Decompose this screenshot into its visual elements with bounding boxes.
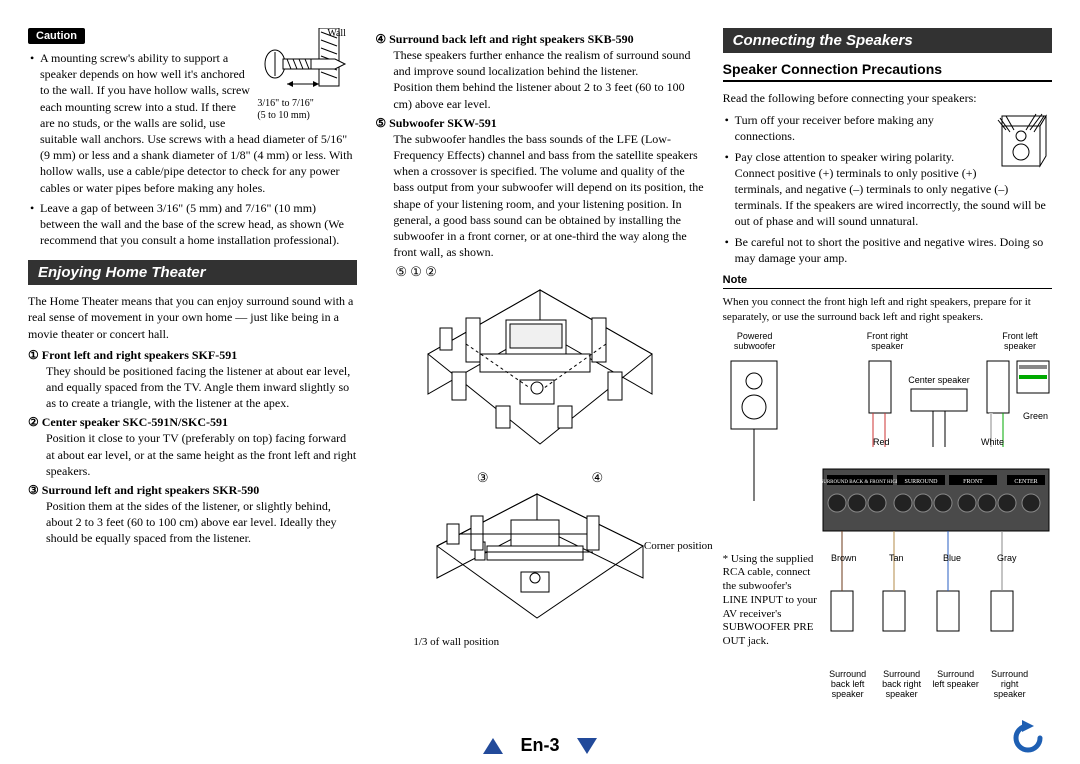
third-label: 1/3 of wall position: [409, 636, 704, 649]
svg-text:Tan: Tan: [889, 553, 904, 563]
speaker-title: Surround back left and right speakers SK…: [389, 32, 633, 46]
column-middle: ④ Surround back left and right speakers …: [375, 28, 704, 699]
column-left: Caution Wall 3/16" to 7/16" (5 to 10: [28, 28, 357, 699]
speaker-3: ③ Surround left and right speakers SKR-5…: [28, 483, 357, 547]
speaker-title: Center speaker SKC-591N/SKC-591: [42, 415, 228, 429]
nav-up-icon[interactable]: [483, 738, 503, 754]
svg-text:Red: Red: [873, 437, 890, 447]
caution-badge: Caution: [28, 28, 85, 44]
svg-text:CENTER: CENTER: [1014, 479, 1037, 485]
svg-text:Brown: Brown: [831, 553, 857, 563]
speaker-body: Position them at the sides of the listen…: [28, 498, 357, 547]
wiring-top-labels: Powered subwoofer Front right speaker Fr…: [723, 331, 1052, 351]
lbl-fl: Front left speaker: [992, 331, 1048, 351]
speaker-body: Position it close to your TV (preferably…: [28, 430, 357, 479]
lbl-sub: Powered subwoofer: [727, 331, 783, 351]
svg-text:Green: Green: [1023, 411, 1048, 421]
section-enjoying-header: Enjoying Home Theater: [28, 260, 357, 285]
speaker-title: Surround left and right speakers SKR-590: [42, 483, 259, 497]
section-connecting-header: Connecting the Speakers: [723, 28, 1052, 53]
lbl-bl: Surround back left speaker: [823, 669, 873, 699]
nav-down-icon[interactable]: [577, 738, 597, 754]
speaker-body: The subwoofer handles the bass sounds of…: [375, 131, 704, 261]
svg-text:Blue: Blue: [943, 553, 961, 563]
speaker-body: They should be positioned facing the lis…: [28, 363, 357, 412]
column-right: Connecting the Speakers Speaker Connecti…: [723, 28, 1052, 699]
speaker-num: ④: [375, 32, 386, 46]
precaution-list: Turn off your receiver before making any…: [723, 112, 1052, 266]
section2-intro: Read the following before connecting you…: [723, 90, 1052, 106]
speaker-1: ① Front left and right speakers SKF-591 …: [28, 348, 357, 412]
speaker-body: Position them behind the listener about …: [375, 79, 704, 111]
speaker-2: ② Center speaker SKC-591N/SKC-591 Positi…: [28, 415, 357, 479]
svg-text:Gray: Gray: [997, 553, 1017, 563]
wiring-bottom-labels: Surround back left speaker Surround back…: [723, 669, 1052, 699]
svg-text:SURROUND BACK & FRONT HIGH: SURROUND BACK & FRONT HIGH: [820, 480, 899, 485]
lbl-center: Center speaker: [908, 375, 970, 385]
room-figure-bottom: [425, 490, 655, 630]
speaker-5: ⑤ Subwoofer SKW-591 The subwoofer handle…: [375, 116, 704, 261]
section1-intro: The Home Theater means that you can enjo…: [28, 293, 357, 342]
page-number: En-3: [520, 735, 559, 755]
speaker-title: Front left and right speakers SKF-591: [42, 348, 237, 362]
note-label: Note: [723, 274, 1052, 289]
precaution-item: Be careful not to short the positive and…: [725, 234, 1052, 266]
page-footer: En-3: [0, 735, 1080, 756]
lbl-fr: Front right speaker: [859, 331, 915, 351]
wiring-footnote: * Using the supplied RCA cable, connect …: [723, 553, 819, 649]
speaker-num: ②: [28, 415, 39, 429]
speaker-num: ⑤: [375, 116, 386, 130]
lbl-sr: Surround right speaker: [985, 669, 1035, 699]
section2-subtitle: Speaker Connection Precautions: [723, 61, 1052, 82]
corner-label: Corner position: [644, 540, 713, 552]
caution-item: Leave a gap of between 3/16" (5 mm) and …: [30, 200, 357, 249]
lbl-br: Surround back right speaker: [877, 669, 927, 699]
room-figure-top: [410, 284, 670, 464]
note-text: When you connect the front high left and…: [723, 295, 1052, 325]
page: Caution Wall 3/16" to 7/16" (5 to 10: [28, 28, 1052, 699]
marker: ③: [477, 470, 489, 486]
speaker-title: Subwoofer SKW-591: [389, 116, 497, 130]
undo-icon[interactable]: [1010, 718, 1048, 756]
svg-text:White: White: [981, 437, 1004, 447]
speaker-body: These speakers further enhance the reali…: [375, 47, 704, 79]
speaker-4: ④ Surround back left and right speakers …: [375, 32, 704, 112]
lbl-sl: Surround left speaker: [931, 669, 981, 699]
speaker-num: ③: [28, 483, 39, 497]
room-mid-markers: ③ ④: [375, 470, 704, 486]
caution-list: A mounting screw's ability to support a …: [28, 50, 357, 248]
precaution-item: Pay close attention to speaker wiring po…: [725, 149, 1052, 230]
room-top-markers: ⑤ ① ②: [375, 264, 704, 280]
marker: ④: [591, 470, 603, 486]
speaker-num: ①: [28, 348, 39, 362]
svg-text:FRONT: FRONT: [963, 479, 983, 485]
wall-label: Wall: [327, 28, 357, 40]
precaution-item: Turn off your receiver before making any…: [725, 112, 1052, 144]
svg-text:SURROUND: SURROUND: [904, 479, 938, 485]
caution-item: A mounting screw's ability to support a …: [30, 50, 357, 196]
